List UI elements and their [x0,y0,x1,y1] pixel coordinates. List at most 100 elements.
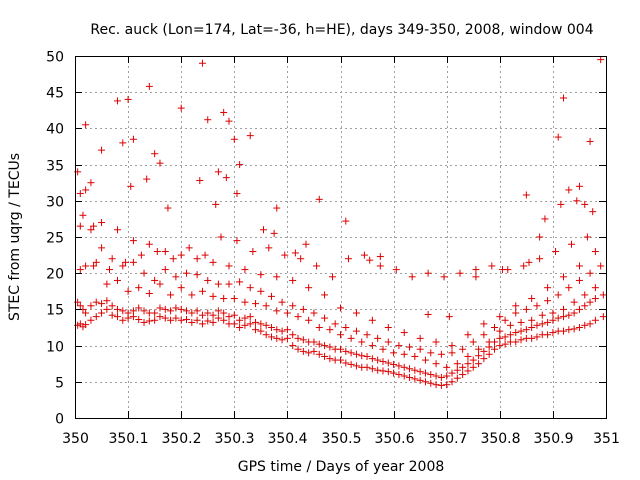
data-point [400,372,408,380]
data-point [262,331,270,339]
data-point [560,273,568,281]
data-point [533,333,541,341]
data-point [581,302,589,310]
data-point [188,318,196,326]
data-point [464,331,472,339]
data-point [283,309,291,317]
data-point [411,352,419,360]
data-point [241,298,249,306]
data-point [363,331,371,339]
data-point [475,352,483,360]
data-point [204,317,212,325]
data-point [464,360,472,368]
data-point [252,300,260,308]
data-point [198,311,206,319]
x-tick-label: 350.9 [533,431,573,447]
data-point [177,316,185,324]
data-point [302,240,310,248]
data-point [90,222,98,230]
data-point [193,271,201,279]
data-point [252,318,260,326]
data-point [586,137,594,145]
data-point [289,302,297,310]
data-point [151,316,159,324]
data-point [342,359,350,367]
data-point [135,284,143,292]
data-point [512,302,520,310]
data-point [344,255,352,263]
data-point [480,355,488,363]
data-point [79,211,87,219]
data-point [172,304,180,312]
data-point [209,292,217,300]
data-point [472,266,480,274]
data-point [257,320,265,328]
data-point [337,331,344,339]
data-point [172,314,180,322]
data-point [177,305,185,313]
data-point [161,314,169,322]
data-point [427,379,435,387]
data-point [76,222,84,230]
data-point [220,295,228,303]
data-point [151,276,159,284]
data-point [448,369,456,377]
data-point [87,316,95,324]
data-point [400,329,408,337]
data-point [204,309,212,317]
data-point [586,298,594,306]
data-point [347,349,355,357]
y-tick-labels: 0 5 10 15 20 25 30 35 40 45 50 [46,50,64,428]
data-point [267,324,275,331]
data-point [313,262,321,270]
data-point [289,276,297,284]
data-point [188,309,196,317]
data-point [368,342,376,350]
data-point [475,360,483,368]
data-point [103,280,111,288]
data-point [416,345,424,353]
data-point [586,320,594,328]
data-point [121,258,129,266]
data-point [469,338,477,346]
data-point [82,309,90,317]
x-axis-label: GPS time / Days of year 2008 [238,459,445,475]
data-point [305,349,313,357]
data-point [98,309,106,317]
data-point [145,240,153,248]
y-tick-label: 25 [46,231,64,247]
data-point [575,262,583,270]
data-point [98,244,106,252]
data-point [448,349,456,357]
data-point [124,309,132,317]
data-point [554,291,562,299]
data-point [92,298,100,306]
data-point [236,324,244,331]
data-point [161,247,169,255]
data-point [167,316,175,324]
data-point [214,168,222,176]
data-point [212,200,220,208]
data-point [520,262,528,270]
data-point [342,347,350,355]
data-point [549,329,557,337]
data-point [591,284,599,292]
x-tick-labels: 350 350.1 350.2 350.3 350.4 350.5 350.6 350.7 35… [62,431,620,447]
data-point [411,375,419,383]
data-point [496,313,504,321]
data-point [140,318,148,326]
data-point [329,273,337,281]
data-points [74,56,607,389]
data-point [177,104,185,112]
data-point [538,320,546,328]
data-point [278,336,286,344]
data-point [273,273,281,281]
data-point [204,116,212,124]
y-tick-label: 45 [46,86,64,102]
data-point [554,314,562,322]
data-point [246,132,254,140]
data-point [113,313,121,321]
data-point [289,342,297,350]
data-point [119,316,127,324]
data-point [480,347,488,355]
